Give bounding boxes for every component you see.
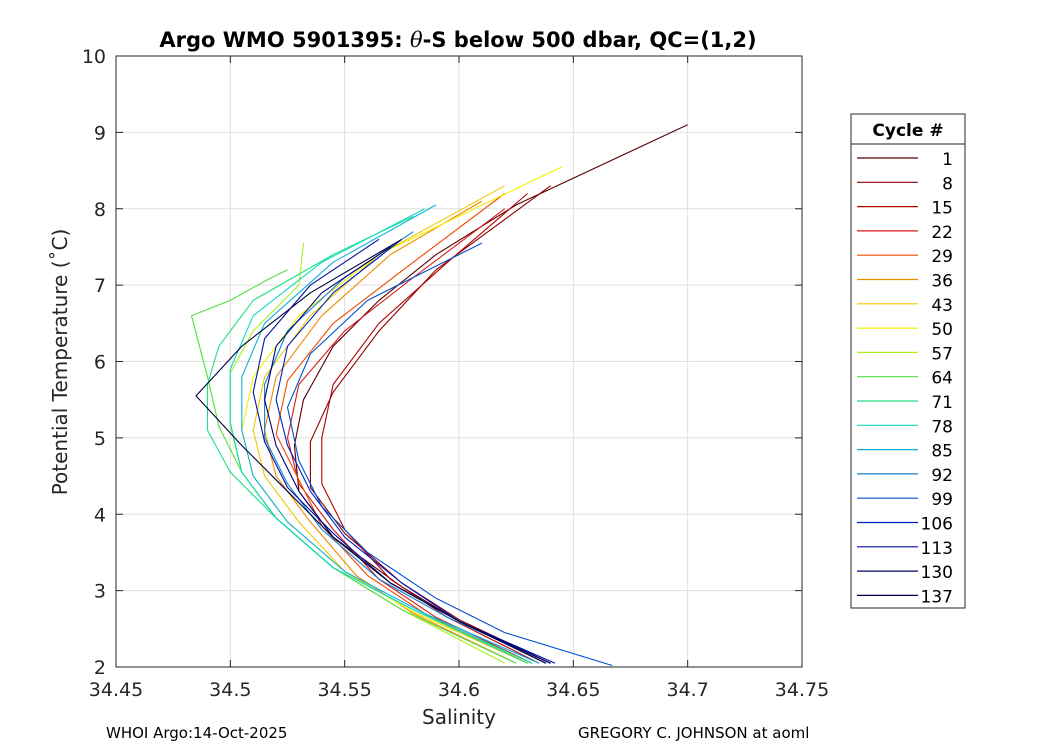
series-line-cycle-8	[309, 185, 551, 664]
x-tick-label: 34.5	[209, 679, 251, 701]
legend-label-cycle-50: 50	[931, 320, 953, 340]
y-tick-label: 4	[94, 504, 106, 526]
legend-label-cycle-106: 106	[921, 515, 953, 535]
chart-title-theta: θ	[410, 28, 423, 52]
series-line-cycle-78	[229, 208, 533, 664]
chart-title-prefix: Argo WMO 5901395:	[159, 28, 410, 52]
y-axis-label: Potential Temperature (˚C)	[48, 229, 72, 496]
x-tick-label: 34.65	[546, 679, 600, 701]
x-tick-label: 34.6	[438, 679, 480, 701]
y-tick-label: 10	[82, 46, 106, 68]
series-line-cycle-85	[241, 204, 540, 664]
footer-credit-right: GREGORY C. JOHNSON at aoml	[578, 724, 810, 742]
y-tick-label: 8	[94, 199, 106, 221]
y-tick-label: 3	[94, 581, 106, 603]
legend-label-cycle-43: 43	[931, 296, 953, 316]
x-tick-label: 34.7	[667, 679, 709, 701]
legend-label-cycle-78: 78	[931, 417, 953, 437]
legend-label-cycle-92: 92	[931, 466, 953, 486]
series-line-cycle-64	[190, 269, 517, 664]
legend-entries: 1 8 15 22 29 36 43 50 57 64 71 78 85 92 99 106 113 130 137	[857, 150, 953, 607]
x-tick-label: 34.75	[775, 679, 829, 701]
y-tick-label: 2	[94, 657, 106, 679]
legend-label-cycle-36: 36	[931, 272, 953, 292]
legend-box	[850, 113, 966, 609]
y-tick-label: 5	[94, 428, 106, 450]
x-tick-label: 34.55	[317, 679, 371, 701]
y-tick-label: 6	[94, 352, 106, 374]
x-tick-label: 34.45	[89, 679, 143, 701]
series-line-cycle-29	[275, 193, 528, 664]
legend-title: Cycle #	[872, 121, 943, 141]
series-line-cycle-22	[286, 208, 533, 664]
axis-ticks: 34.45 34.5 34.55 34.6 34.65 34.7 34.75 2 3 4 5 6 7 8 9…	[82, 46, 829, 701]
legend-label-cycle-71: 71	[931, 393, 953, 413]
series-lines	[190, 124, 688, 667]
series-line-cycle-92	[264, 231, 551, 664]
legend-label-cycle-64: 64	[931, 369, 953, 389]
legend-label-cycle-137: 137	[921, 587, 953, 607]
legend-label-cycle-15: 15	[931, 199, 953, 219]
y-tick-label: 7	[94, 275, 106, 297]
legend-label-cycle-8: 8	[942, 174, 953, 194]
y-tick-label: 9	[94, 122, 106, 144]
legend-label-cycle-22: 22	[931, 223, 953, 243]
legend-label-cycle-85: 85	[931, 442, 953, 462]
legend: Cycle # 18152229364350576471788592991061…	[850, 113, 966, 609]
legend-label-cycle-29: 29	[931, 247, 953, 267]
footer-credit-left: WHOI Argo:14-Oct-2025	[106, 724, 288, 742]
legend-label-cycle-130: 130	[921, 563, 953, 583]
legend-label-cycle-113: 113	[921, 539, 953, 559]
legend-label-cycle-1: 1	[942, 150, 953, 170]
series-line-cycle-106	[275, 238, 551, 664]
series-line-cycle-99	[286, 242, 613, 667]
series-line-cycle-137	[195, 238, 547, 664]
x-axis-label: Salinity	[422, 705, 496, 729]
legend-label-cycle-99: 99	[931, 490, 953, 510]
chart-title-suffix: -S below 500 dbar, QC=(1,2)	[423, 28, 757, 52]
legend-label-cycle-57: 57	[931, 344, 953, 364]
chart-title: Argo WMO 5901395: θ-S below 500 dbar, QC…	[159, 28, 756, 52]
